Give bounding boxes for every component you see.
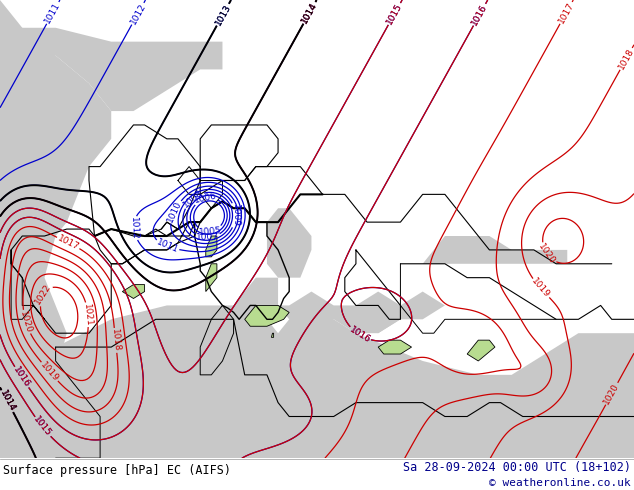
Text: 1005: 1005: [198, 226, 222, 237]
Polygon shape: [423, 236, 567, 264]
Text: 1018: 1018: [110, 328, 121, 352]
Text: 1008: 1008: [181, 188, 205, 210]
Polygon shape: [245, 305, 289, 326]
Text: 1007: 1007: [196, 233, 219, 242]
Text: 1018: 1018: [617, 47, 634, 71]
Text: 1016: 1016: [347, 325, 372, 345]
Text: 1015: 1015: [385, 1, 404, 26]
Text: 1012: 1012: [129, 217, 139, 240]
Text: 1015: 1015: [32, 415, 53, 439]
Text: 1011: 1011: [155, 238, 179, 255]
Text: 1006: 1006: [193, 192, 218, 205]
Text: 1016: 1016: [470, 2, 489, 27]
Text: 1017: 1017: [557, 0, 576, 25]
Text: 1010: 1010: [165, 199, 183, 224]
Polygon shape: [0, 305, 634, 458]
Text: Surface pressure [hPa] EC (AIFS): Surface pressure [hPa] EC (AIFS): [3, 464, 231, 477]
Polygon shape: [378, 340, 411, 354]
Text: 1016: 1016: [470, 2, 489, 27]
Text: 1013: 1013: [213, 2, 233, 27]
Polygon shape: [206, 236, 217, 257]
Text: 1013: 1013: [213, 2, 233, 27]
Polygon shape: [267, 208, 311, 278]
Polygon shape: [0, 0, 111, 458]
Polygon shape: [200, 278, 278, 319]
Text: 1021: 1021: [82, 303, 94, 326]
Text: 1014: 1014: [0, 389, 16, 414]
Text: 1020: 1020: [536, 242, 557, 266]
Text: 1009: 1009: [231, 204, 240, 227]
Polygon shape: [356, 292, 445, 333]
Text: 1016: 1016: [11, 365, 32, 389]
Text: 1012: 1012: [128, 1, 147, 26]
Text: 1020: 1020: [18, 310, 34, 334]
Polygon shape: [206, 264, 217, 292]
Text: Sa 28-09-2024 00:00 UTC (18+102): Sa 28-09-2024 00:00 UTC (18+102): [403, 461, 631, 473]
Text: 1014: 1014: [300, 0, 319, 25]
Polygon shape: [122, 285, 145, 298]
Text: 1014: 1014: [300, 0, 319, 25]
Text: 1015: 1015: [32, 415, 53, 439]
Text: 1014: 1014: [0, 389, 16, 414]
Polygon shape: [0, 28, 223, 111]
Text: 1014: 1014: [0, 389, 16, 414]
Text: 1017: 1017: [56, 234, 81, 252]
Text: 1016: 1016: [347, 325, 372, 345]
Polygon shape: [278, 292, 401, 333]
Text: © weatheronline.co.uk: © weatheronline.co.uk: [489, 478, 631, 488]
Text: 1014: 1014: [300, 0, 319, 25]
Text: 1022: 1022: [33, 282, 53, 306]
Text: 1019: 1019: [39, 360, 60, 383]
Text: 1019: 1019: [530, 277, 552, 300]
Text: 1015: 1015: [385, 1, 404, 26]
Text: 1011: 1011: [43, 0, 62, 25]
Text: 1020: 1020: [602, 382, 621, 406]
Polygon shape: [271, 333, 274, 337]
Polygon shape: [467, 340, 495, 361]
Text: 1016: 1016: [11, 365, 32, 389]
